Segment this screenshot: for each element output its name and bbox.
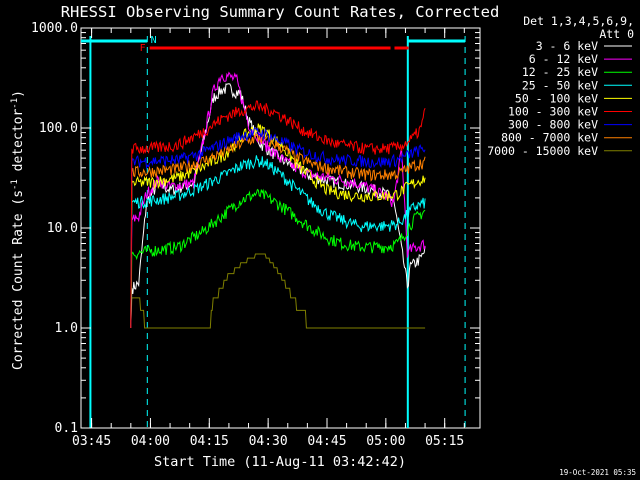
legend-entry-label: 100 - 300 keV	[508, 105, 598, 119]
chart-title: RHESSI Observing Summary Count Rates, Co…	[61, 3, 500, 21]
y-axis-label-end: )	[11, 90, 26, 98]
series-line	[130, 127, 426, 329]
x-tick-label: 03:45	[72, 434, 111, 449]
y-axis-label-unit1: -1	[10, 179, 20, 190]
y-tick-label: 0.1	[55, 421, 78, 436]
legend-attenuator: Att 0	[599, 27, 634, 41]
x-axis-ticks: 03:45 04:00 04:15 04:30 04:45 05:00 05:15	[72, 28, 465, 449]
series-line	[130, 155, 426, 329]
legend-entry-label: 300 - 800 keV	[508, 118, 598, 132]
legend-entry-label: 50 - 100 keV	[515, 91, 598, 105]
fill-flag-label: F	[140, 43, 146, 54]
series-line	[130, 100, 426, 329]
legend-entry-label: 12 - 25 keV	[522, 65, 598, 79]
legend-entry-label: 7000 - 15000 keV	[487, 144, 598, 158]
y-axis-label-unit2: -1	[10, 98, 20, 109]
legend-entry-label: 6 - 12 keV	[529, 52, 598, 66]
y-axis-label-main: Corrected Count Rate (s	[11, 190, 26, 370]
series-line	[130, 71, 426, 329]
series-layer	[130, 71, 426, 329]
x-tick-label: 04:30	[249, 434, 288, 449]
x-tick-label: 04:45	[307, 434, 346, 449]
plot-frame	[80, 27, 481, 429]
y-tick-label: 1.0	[55, 321, 78, 336]
plot-border	[80, 27, 481, 429]
y-axis-label-mid: detector	[11, 109, 26, 180]
status-flags: FN	[81, 35, 466, 428]
legend-entry-label: 25 - 50 keV	[522, 78, 598, 92]
y-axis-label: Corrected Count Rate (s-1 detector-1)	[10, 90, 26, 370]
x-tick-label: 05:15	[425, 434, 464, 449]
y-tick-label: 100.0	[39, 121, 78, 136]
timestamp: 19-Oct-2021 05:35	[559, 468, 636, 477]
night-flag-label: N	[151, 35, 157, 46]
y-tick-label: 1000.0	[31, 21, 78, 36]
x-axis-label: Start Time (11-Aug-11 03:42:42)	[154, 454, 406, 470]
legend-detectors: Det 1,3,4,5,6,9,	[523, 14, 634, 28]
chart-title-text: RHESSI Observing Summary Count Rates, Co…	[61, 3, 500, 21]
legend-entry-label: 800 - 7000 keV	[501, 131, 598, 145]
y-axis-ticks: 1000.0 100.0 10.0 1.0 0.1	[31, 21, 480, 436]
series-line	[130, 188, 426, 329]
y-tick-label: 10.0	[47, 221, 78, 236]
legend-entry-label: 3 - 6 keV	[536, 39, 598, 53]
x-tick-label: 05:00	[366, 434, 405, 449]
x-tick-label: 04:00	[131, 434, 170, 449]
series-line	[130, 83, 426, 329]
series-line	[130, 253, 426, 329]
x-tick-label: 04:15	[190, 434, 229, 449]
